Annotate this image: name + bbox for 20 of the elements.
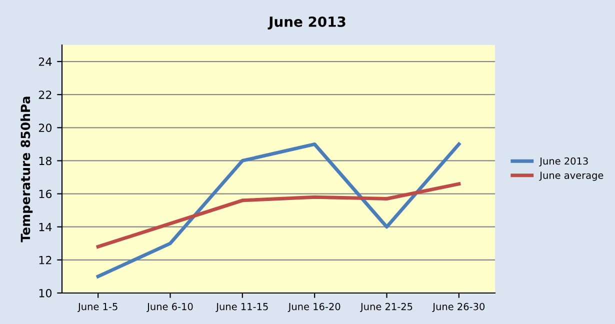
line-series (96, 182, 461, 248)
y-tick-label: 24 (38, 58, 52, 66)
y-tick-label: 14 (39, 222, 52, 232)
y-axis-title: Temperature 850hPa (20, 96, 33, 242)
y-tick-label: 10 (39, 288, 52, 298)
y-tick-label: 20 (38, 124, 52, 132)
y-tick-label: 16 (39, 190, 52, 198)
x-tick-label: June 16-20 (288, 302, 340, 312)
legend-label: June 2013 (539, 157, 588, 166)
y-tick-label: 12 (39, 256, 52, 264)
legend-label: June average (539, 172, 604, 181)
x-tick-label: June 6-10 (146, 302, 193, 312)
x-tick-label: June 1-5 (78, 303, 118, 312)
y-tick-label: 22 (38, 90, 52, 99)
x-tick-label: June 11-15 (216, 303, 268, 312)
x-tick-label: June 26-30 (432, 302, 485, 312)
chart-title: June 2013 (268, 16, 346, 30)
line-series (96, 142, 461, 278)
x-tick-label: June 21-25 (360, 302, 412, 312)
y-tick-label: 18 (39, 156, 52, 166)
